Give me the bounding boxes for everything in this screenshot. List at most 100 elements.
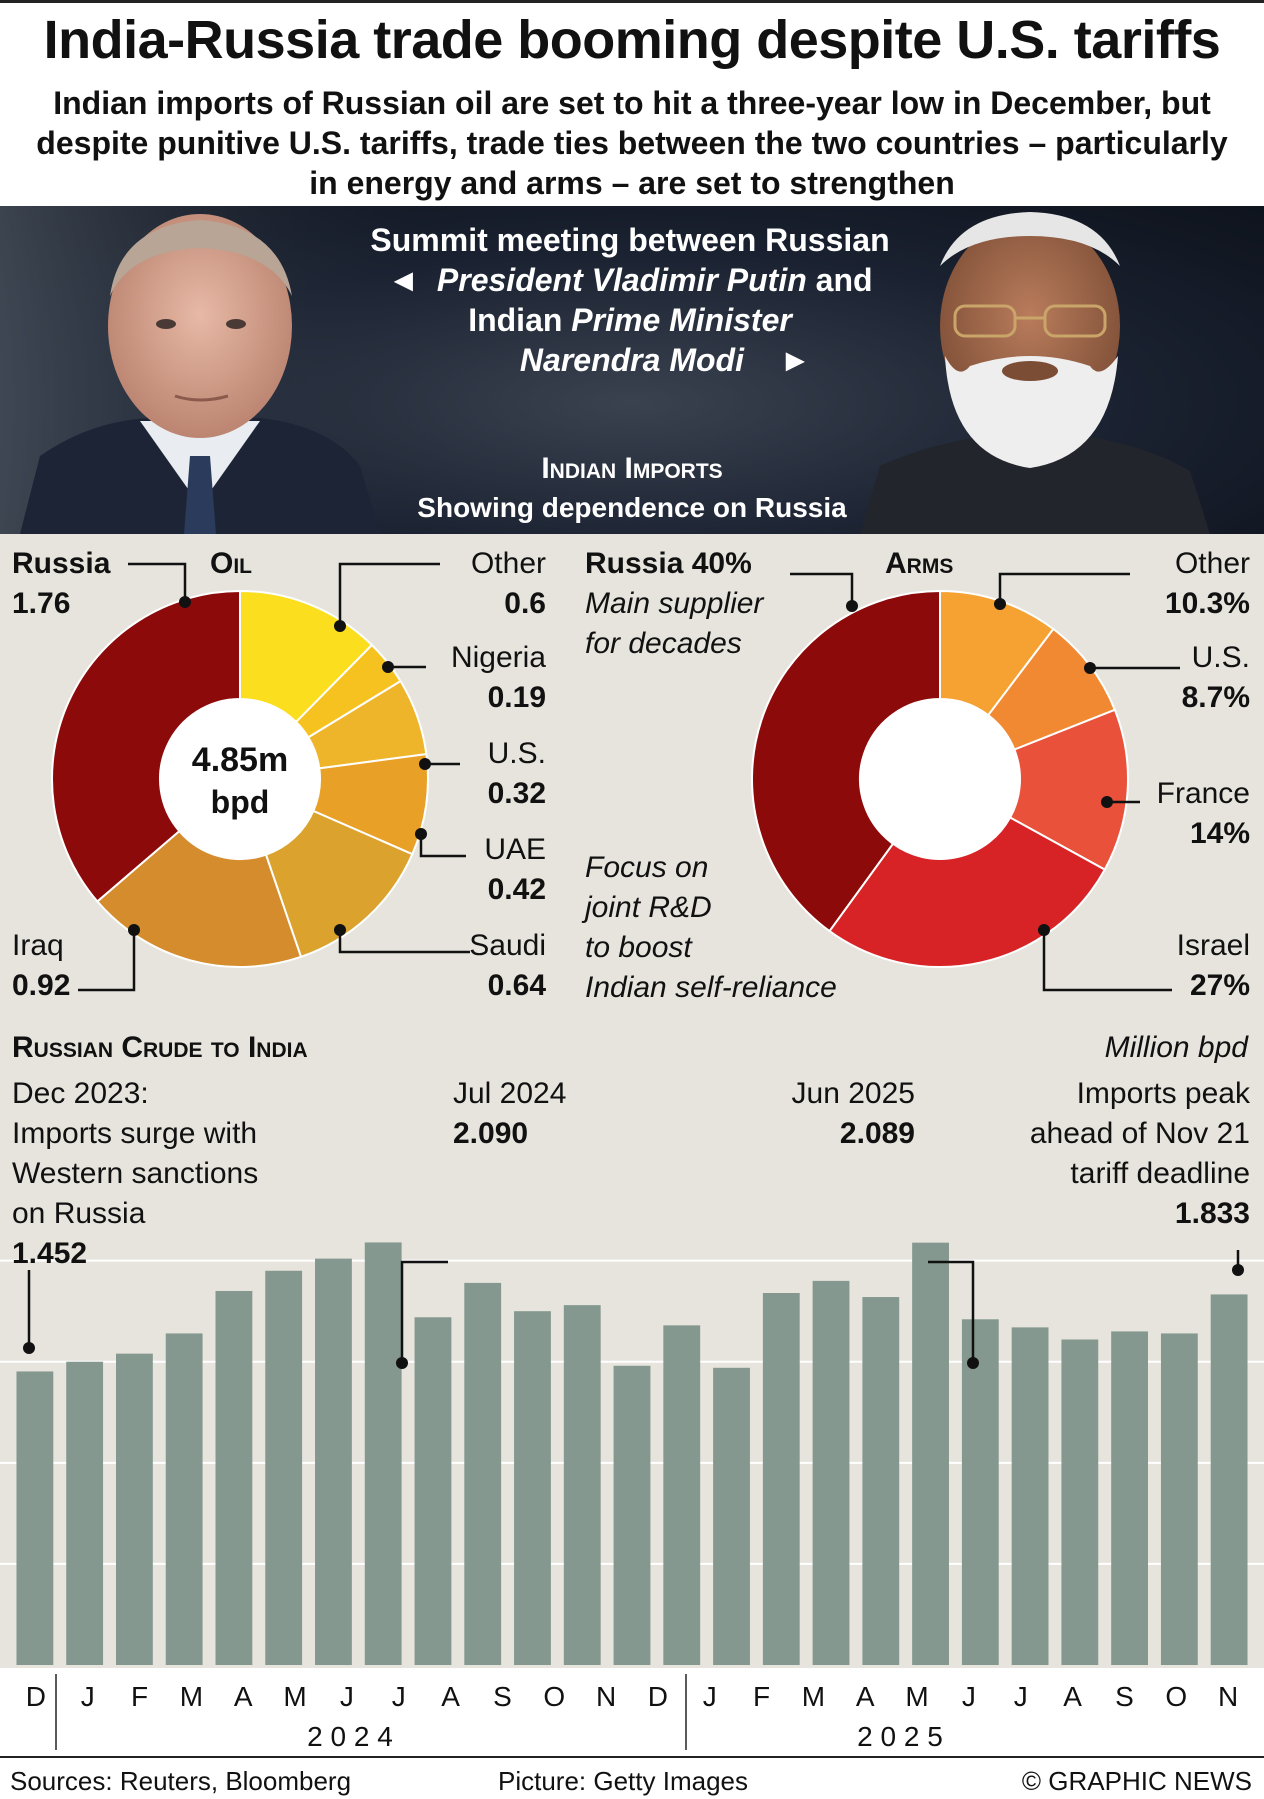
arms-focus-4: Indian self-reliance (585, 971, 837, 1004)
arms-other-value: 10.3% (1164, 587, 1250, 620)
arrow-right-icon: ► (779, 342, 812, 378)
pie-leader-dots (128, 596, 1113, 936)
x-tick-label: N (1218, 1681, 1238, 1712)
oil-other-value: 0.6 (504, 587, 546, 620)
bar-14 (713, 1367, 750, 1665)
jul2024-value: 2.090 (453, 1117, 529, 1150)
arms-israel-value: 27% (1189, 969, 1250, 1002)
bar-17 (862, 1297, 900, 1665)
leader-oil-other (338, 562, 440, 626)
oil-saudi-name: Saudi (469, 929, 546, 962)
arms-france-name: France (1156, 777, 1250, 810)
x-tick-label: N (596, 1681, 616, 1712)
bar-19 (961, 1319, 999, 1665)
footer-credit: © GRAPHIC NEWS (1021, 1766, 1252, 1796)
bar-12 (613, 1365, 651, 1665)
arms-other-name: Other (1174, 547, 1250, 580)
oil-center-unit: bpd (210, 784, 270, 820)
x-tick-label: A (1063, 1681, 1082, 1712)
peak-line-3: tariff deadline (1070, 1157, 1250, 1190)
bar-3 (165, 1333, 203, 1665)
bar-9 (464, 1282, 502, 1665)
year-label: 2 0 2 5 (857, 1721, 943, 1752)
header: India-Russia trade booming despite U.S. … (0, 0, 1264, 208)
x-tick-label: F (753, 1681, 770, 1712)
bar-chart-unit: Million bpd (1104, 1031, 1248, 1064)
caption-pm: Prime Minister (571, 302, 792, 338)
dec2023-line-2: Imports surge with (12, 1117, 258, 1150)
x-tick-label: O (1165, 1681, 1187, 1712)
bar-2 (115, 1353, 153, 1665)
bar-11 (563, 1305, 601, 1665)
x-tick-label: S (1115, 1681, 1134, 1712)
bar-13 (663, 1325, 701, 1665)
arms-focus-1: Focus on (585, 851, 709, 884)
pie-charts (51, 562, 1180, 992)
arms-us-name: U.S. (1191, 641, 1250, 674)
bar-leaders (27, 1250, 1240, 1363)
arms-focus-3: to boost (585, 931, 692, 964)
peak-line-2: ahead of Nov 21 (1029, 1117, 1250, 1150)
arms-russia-note-2: for decades (585, 627, 742, 660)
oil-uae-name: UAE (484, 833, 546, 866)
arms-donut-chart (751, 589, 1129, 968)
bar-chart-title: Russian Crude to India (12, 1031, 308, 1064)
caption-indian: Indian (468, 302, 563, 338)
arms-israel-name: Israel (1176, 929, 1250, 962)
x-tick-label: F (131, 1681, 148, 1712)
caption-and: and (815, 262, 873, 298)
oil-russia-name: Russia (12, 547, 111, 580)
jul2024-title: Jul 2024 (453, 1077, 567, 1110)
bar-series (16, 1242, 1248, 1665)
x-tick-label: M (905, 1681, 928, 1712)
bar-leader-dots (23, 1264, 1244, 1369)
bar-6 (315, 1258, 352, 1665)
oil-nigeria-value: 0.19 (487, 681, 546, 714)
oil-nigeria-name: Nigeria (450, 641, 546, 674)
leader-oil-saudi (338, 930, 470, 954)
x-axis-band (0, 1668, 1264, 1756)
photo-illustration (0, 206, 1210, 534)
page-subtitle: Indian imports of Russian oil are set to… (36, 85, 1228, 201)
bar-20 (1011, 1327, 1049, 1665)
peak-value: 1.833 (1174, 1197, 1250, 1230)
bar-1 (66, 1361, 104, 1665)
bar-5 (265, 1270, 303, 1665)
x-tick-label: O (543, 1681, 565, 1712)
bar-22 (1111, 1331, 1149, 1665)
oil-us-name: U.S. (487, 737, 546, 770)
oil-center-value: 4.85m (191, 741, 289, 779)
x-tick-label: J (962, 1681, 976, 1712)
dec2023-line-4: on Russia (12, 1197, 146, 1230)
leader-oil-iraq (78, 930, 136, 992)
imports-subtitle: Showing dependence on Russia (417, 492, 847, 523)
bar-21 (1061, 1339, 1099, 1665)
page-title: India-Russia trade booming despite U.S. … (43, 10, 1221, 70)
x-tick-label: A (856, 1681, 875, 1712)
arms-russia-label: Russia 40% (585, 547, 752, 580)
peak-line-1: Imports peak (1076, 1077, 1250, 1110)
arrow-left-icon: ◄ (387, 262, 420, 298)
bar-18 (912, 1242, 949, 1665)
x-tick-label: D (26, 1681, 46, 1712)
x-tick-label: D (648, 1681, 668, 1712)
bar-24 (1210, 1294, 1248, 1665)
x-tick-label: J (392, 1681, 406, 1712)
x-tick-label: J (1014, 1681, 1028, 1712)
oil-donut-hole (160, 699, 320, 859)
bar-8 (414, 1317, 452, 1665)
jun2025-value: 2.089 (839, 1117, 915, 1150)
oil-us-value: 0.32 (487, 777, 546, 810)
imports-title: Indian Imports (541, 452, 723, 485)
dec2023-value: 1.452 (12, 1237, 88, 1270)
bar-23 (1160, 1333, 1198, 1665)
oil-other-name: Other (470, 547, 546, 580)
dec2023-line-3: Western sanctions (12, 1157, 259, 1190)
caption-line-1: Summit meeting between Russian (370, 222, 890, 258)
x-tick-label: J (81, 1681, 95, 1712)
leader-jul2024 (400, 1260, 448, 1363)
arms-focus-2: joint R&D (585, 891, 712, 924)
oil-russia-value: 1.76 (12, 587, 71, 620)
bar-15 (762, 1293, 800, 1665)
